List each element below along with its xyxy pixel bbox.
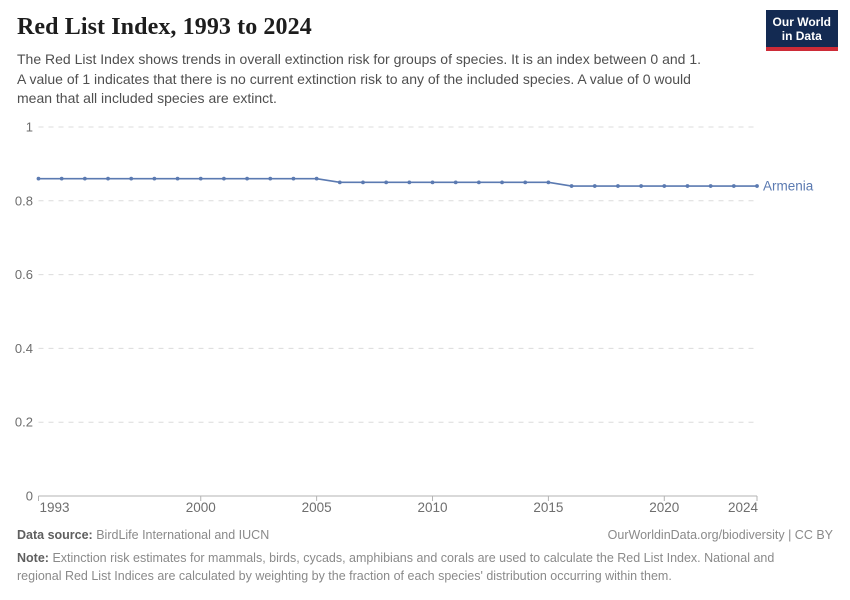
owid-logo[interactable]: Our World in Data — [765, 10, 838, 51]
data-point-2023[interactable] — [731, 184, 736, 188]
data-point-2012[interactable] — [476, 180, 481, 185]
line-chart: 0 0.2 0.4 0.6 0.8 1 1993 2000 2005 2010 2015 2020 20… — [15, 120, 814, 516]
y-tick-label-1: 1 — [26, 120, 33, 135]
x-tick-label-1993: 1993 — [40, 500, 70, 515]
y-tick-label-0.4: 0.4 — [15, 341, 33, 356]
note-line-2: regional Red List Indices are calculated… — [17, 569, 672, 583]
data-point-1999[interactable] — [175, 176, 180, 181]
data-point-2016[interactable] — [569, 184, 574, 188]
data-point-2010[interactable] — [430, 180, 435, 185]
data-point-2019[interactable] — [639, 184, 644, 188]
data-point-1995[interactable] — [82, 176, 87, 181]
data-point-1993[interactable] — [36, 176, 41, 181]
data-point-2002[interactable] — [245, 176, 249, 181]
y-tick-label-0: 0 — [26, 489, 33, 504]
data-point-2024[interactable] — [755, 184, 759, 188]
data-point-2021[interactable] — [685, 184, 690, 188]
chart-header: Red List Index, 1993 to 2024 The Red Lis… — [17, 14, 750, 109]
note-line-1: Extinction risk estimates for mammals, b… — [52, 551, 775, 565]
data-point-2009[interactable] — [407, 180, 412, 185]
subtitle-line-2: A value of 1 indicates that there is no … — [17, 70, 691, 87]
data-source: Data source: BirdLife International and … — [17, 528, 269, 542]
data-point-1998[interactable] — [152, 176, 157, 181]
chart-note: Note: Extinction risk estimates for mamm… — [17, 549, 833, 585]
data-point-1996[interactable] — [106, 176, 110, 181]
data-point-2006[interactable] — [337, 180, 342, 185]
data-point-2008[interactable] — [384, 180, 389, 185]
data-point-2022[interactable] — [708, 184, 713, 188]
data-source-value: BirdLife International and IUCN — [96, 528, 270, 542]
data-point-2000[interactable] — [198, 176, 203, 181]
x-tick-label-2010: 2010 — [417, 500, 447, 515]
chart-footer: Data source: BirdLife International and … — [17, 528, 833, 585]
y-tick-label-0.8: 0.8 — [15, 193, 33, 208]
data-point-2001[interactable] — [222, 176, 226, 181]
x-tick-label-2024: 2024 — [728, 500, 759, 515]
series-end-label-armenia[interactable]: Armenia — [763, 179, 814, 194]
y-tick-label-0.2: 0.2 — [15, 415, 33, 430]
data-source-label: Data source: — [17, 528, 93, 542]
note-label: Note: — [17, 551, 49, 565]
data-point-2004[interactable] — [291, 176, 296, 181]
x-tick-label-2015: 2015 — [533, 500, 563, 515]
license-link[interactable]: OurWorldinData.org/biodiversity | CC BY — [607, 528, 833, 542]
series-line-armenia[interactable] — [38, 177, 758, 187]
subtitle-line-1: The Red List Index shows trends in overa… — [17, 51, 702, 67]
x-tick-label-2005: 2005 — [302, 500, 332, 515]
chart-subtitle: The Red List Index shows trends in overa… — [17, 50, 750, 109]
data-point-2005[interactable] — [314, 176, 319, 181]
y-tick-label-0.6: 0.6 — [15, 267, 33, 282]
data-point-2018[interactable] — [616, 184, 620, 188]
data-point-1997[interactable] — [129, 176, 134, 181]
logo-text-line1: Our World — [772, 15, 831, 29]
data-point-2013[interactable] — [500, 180, 504, 185]
data-point-2020[interactable] — [662, 184, 667, 188]
data-point-2017[interactable] — [592, 184, 597, 188]
x-tick-label-2000: 2000 — [186, 500, 216, 515]
data-point-2014[interactable] — [523, 180, 528, 185]
subtitle-line-3: mean that all included species are extin… — [17, 90, 277, 106]
data-point-2015[interactable] — [546, 180, 551, 185]
data-point-2011[interactable] — [453, 180, 458, 185]
logo-text-line2: in Data — [781, 29, 822, 43]
data-point-2003[interactable] — [268, 176, 273, 181]
x-tick-label-2020: 2020 — [649, 500, 679, 515]
page-title: Red List Index, 1993 to 2024 — [17, 14, 312, 40]
data-point-1994[interactable] — [59, 176, 64, 181]
data-point-2007[interactable] — [361, 180, 365, 185]
